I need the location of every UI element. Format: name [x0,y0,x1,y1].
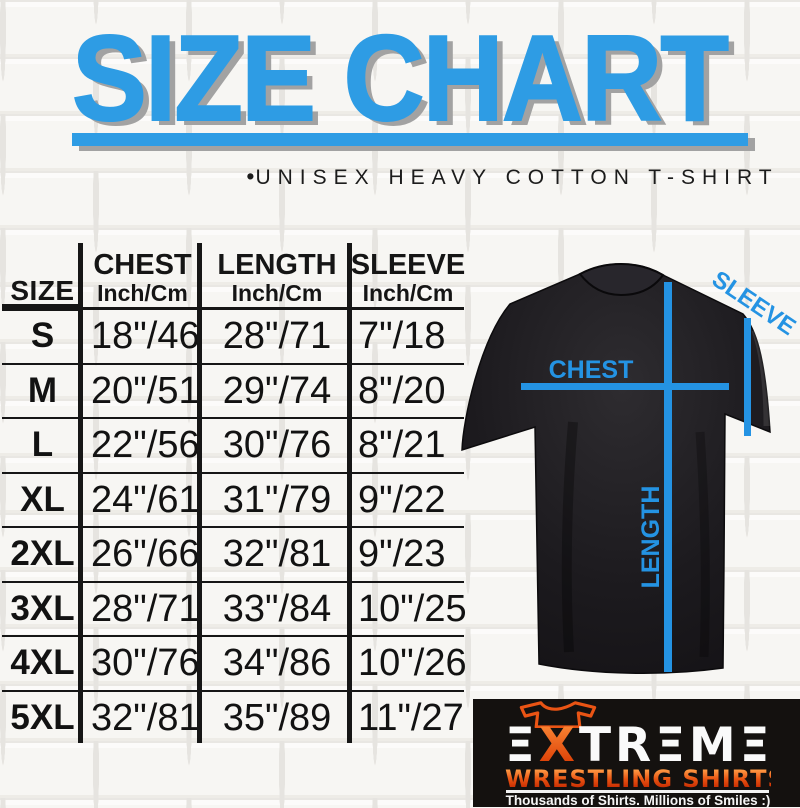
fold-shadow [695,431,710,658]
tshirt-diagram: CHEST LENGTH SLEEVE [461,262,800,674]
column-unit: Inch/Cm [362,280,454,306]
page-title: SIZE CHART [71,10,730,146]
bullet-icon: • [246,163,256,189]
subtitle-text: UNISEX HEAVY COTTON T-SHIRT [255,166,779,189]
size-cell: 4XL [10,643,75,682]
length-cell: 34"/86 [222,642,332,684]
table-header-row: SIZE CHEST Inch/Cm LENGTH Inch/Cm SLEEVE… [2,243,466,310]
table-column-divider [197,243,202,743]
brand-line2: WRESTLING SHIRTS [505,765,786,793]
chest-cell: 26"/66 [91,533,200,575]
logo-divider-line [506,790,769,793]
column-label: CHEST [93,249,192,281]
sleeve-cell: 10"/25 [358,587,467,630]
chest-label: CHEST [549,356,634,384]
length-cell: 29"/74 [222,369,332,412]
sleeve-cell: 11"/27 [358,696,464,739]
chest-cell: 30"/76 [91,642,200,684]
size-cell: XL [20,479,65,519]
chest-cell: 28"/71 [91,587,200,630]
table-column-divider [78,243,83,743]
length-label: LENGTH [637,486,665,589]
table-row: 3XL 28"/71 33"/84 10"/25 [2,583,467,637]
column-label: SLEEVE [350,249,466,281]
size-cell: 2XL [10,534,75,573]
tshirt-outline-icon [519,701,597,728]
sleeve-cell: 8"/21 [358,424,446,466]
fold-shadow [561,421,578,653]
table-row: 4XL 30"/76 34"/86 10"/26 [2,637,467,692]
chest-measure-line [521,383,729,390]
column-header-size: SIZE [10,275,75,306]
size-cell: S [30,316,55,355]
table-row: 2XL 26"/66 32"/81 9"/23 [2,528,464,583]
sleeve-cell: 8"/20 [358,369,446,412]
column-label: LENGTH [217,249,337,281]
table-row: 5XL 32"/81 35"/89 11"/27 [2,692,464,747]
brand-letter: Ξ [505,718,539,773]
brand-name: ΞXTRΞMΞ [505,722,771,769]
subtitle: •UNISEX HEAVY COTTON T-SHIRT [225,162,800,192]
chest-cell: 18"/46 [91,315,200,357]
brand-letters: TRΞMΞ [578,718,774,773]
table-row: S 18"/46 28"/71 7"/18 [2,310,464,365]
length-cell: 35"/89 [222,696,332,739]
length-cell: 31"/79 [222,478,332,521]
size-header-underline [2,304,78,311]
size-cell: M [27,370,58,410]
table-row: L 22"/56 30"/76 8"/21 [2,419,464,474]
table-column-divider [347,243,352,743]
length-measure-line [664,282,672,672]
column-header-length: LENGTH Inch/Cm [202,243,352,307]
sleeve-measure-line [744,318,751,436]
chest-cell: 32"/81 [91,696,200,739]
column-unit: Inch/Cm [231,280,323,306]
length-cell: 30"/76 [222,424,332,466]
tshirt-collar [578,262,665,297]
sleeve-cell: 9"/22 [358,478,446,521]
sleeve-cell: 7"/18 [358,315,446,357]
brand-letter-x: X [538,718,579,773]
column-header-sleeve: SLEEVE Inch/Cm [350,243,466,307]
sleeve-cell: 10"/26 [358,642,467,684]
column-unit: Inch/Cm [97,280,188,306]
sleeve-cell: 9"/23 [358,533,446,575]
table-row: XL 24"/61 31"/79 9"/22 [2,474,464,528]
size-cell: 5XL [10,697,75,737]
length-cell: 32"/81 [222,533,332,575]
length-cell: 33"/84 [222,587,332,630]
size-table: SIZE CHEST Inch/Cm LENGTH Inch/Cm SLEEVE… [2,243,467,747]
size-cell: L [31,425,54,464]
brand-logo: ΞXTRΞMΞ WRESTLING SHIRTS Thousands of Sh… [473,699,800,807]
size-cell: 3XL [10,588,75,628]
column-header-chest: CHEST Inch/Cm [83,243,202,307]
chest-cell: 20"/51 [91,369,200,412]
tshirt-body [461,263,771,674]
chest-cell: 24"/61 [91,478,200,521]
title-underline [72,133,748,146]
fold-highlight [751,328,771,427]
table-row: M 20"/51 29"/74 8"/20 [2,365,464,419]
chest-cell: 22"/56 [91,424,200,466]
brand-tagline: Thousands of Shirts. Millions of Smiles … [505,793,771,808]
length-cell: 28"/71 [222,315,332,357]
